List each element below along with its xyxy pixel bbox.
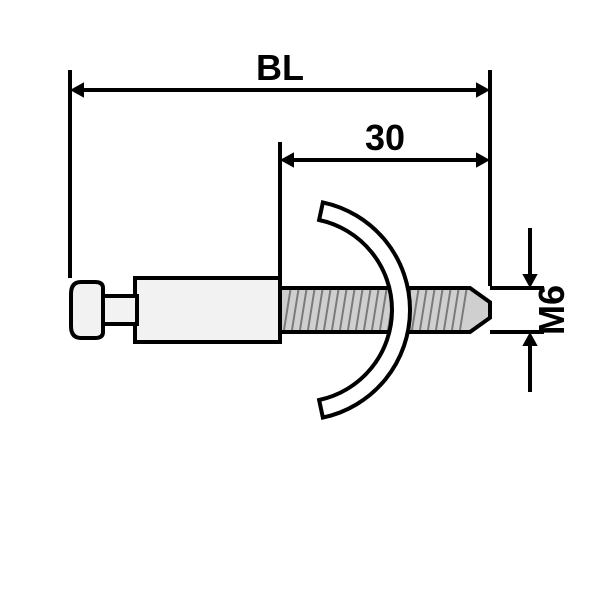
dim-m6-label: M6 (531, 285, 572, 335)
head (71, 282, 103, 338)
barrel (135, 278, 280, 342)
dim-30-label: 30 (365, 117, 405, 158)
dimension-drawing: BL 30 M6 (0, 0, 600, 600)
neck (101, 296, 137, 324)
dim-bl-label: BL (256, 47, 304, 88)
